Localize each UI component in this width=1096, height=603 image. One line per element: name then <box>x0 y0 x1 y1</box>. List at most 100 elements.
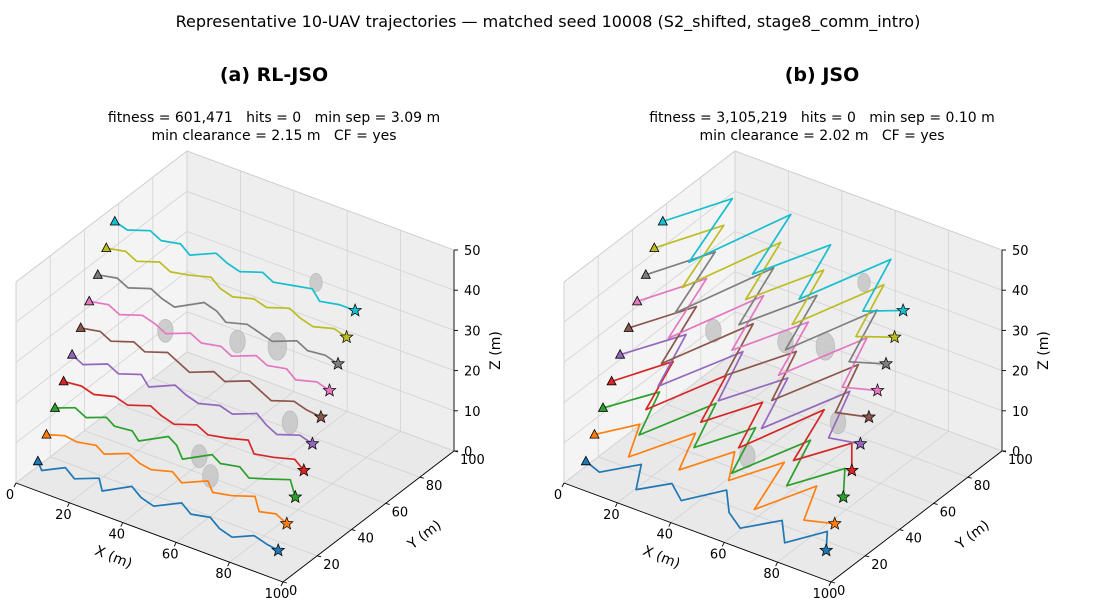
pane-floor <box>16 352 454 582</box>
panel-stats-line2: min clearance = 2.15 m CF = yes <box>151 128 397 144</box>
panel-title: (b) JSO <box>784 64 860 86</box>
trajectory-uav-2 <box>594 423 835 525</box>
pane-edge-top <box>563 150 1003 283</box>
y-axis-line <box>830 450 1003 583</box>
x-tick-label: 20 <box>55 508 72 523</box>
obstacle <box>202 464 219 488</box>
pane-floor <box>564 352 1002 582</box>
pane-edge-top <box>15 150 455 283</box>
start-marker-uav-2 <box>589 428 600 439</box>
obstacle <box>309 272 323 292</box>
x-tick-label: 40 <box>109 528 126 543</box>
x-tick <box>13 482 17 488</box>
goal-marker-uav-1 <box>271 542 286 557</box>
y-tick <box>967 476 972 479</box>
x-tick-label: 0 <box>554 488 562 503</box>
pane-edges <box>15 150 455 483</box>
pane-x0 <box>16 151 187 483</box>
trajectory-uav-9 <box>106 247 348 338</box>
panel-jso: 0 20 40 60 80 100 0 20 40 60 80 100 0 10 20 30 40 50 X (m)… <box>548 0 1096 603</box>
x-tick-label: 0 <box>6 488 14 503</box>
z-tick-label: 10 <box>1012 405 1029 420</box>
z-tick-label: 50 <box>464 244 481 259</box>
x-tick <box>227 561 231 567</box>
z-tick-label: 20 <box>464 365 481 380</box>
trajectory-uav-10 <box>662 197 904 312</box>
x-tick <box>66 502 70 508</box>
y-tick-label: 60 <box>940 505 957 520</box>
z-tick-label: 20 <box>1012 365 1029 380</box>
x-tick-label: 60 <box>710 547 727 562</box>
y-axis-label: Y (m) <box>952 517 992 553</box>
pane-edges <box>563 150 1003 483</box>
start-marker-uav-4 <box>606 375 617 386</box>
start-marker-uav-4 <box>58 375 69 386</box>
goal-marker-uav-4 <box>844 462 859 477</box>
start-marker-uav-7 <box>84 295 95 306</box>
grid-line-z <box>563 190 1003 323</box>
start-marker-uav-9 <box>649 242 660 253</box>
y-tick <box>351 529 356 532</box>
y-tick-label: 100 <box>460 453 485 468</box>
goal-marker-uav-9 <box>339 329 354 344</box>
z-tick-label: 40 <box>1012 284 1029 299</box>
start-marker-uav-9 <box>101 242 112 253</box>
y-tick-label: 80 <box>426 479 443 494</box>
z-tick-label: 0 <box>464 445 472 460</box>
y-tick-label: 80 <box>974 479 991 494</box>
obstacle <box>705 318 722 343</box>
start-marker-uav-10 <box>657 215 668 226</box>
goal-marker-uav-2 <box>827 516 842 530</box>
x-tick-label: 40 <box>657 528 674 543</box>
start-marker-uav-1 <box>580 455 592 466</box>
trajectory-uav-1 <box>585 460 829 551</box>
x-axis-label: X (m) <box>641 543 683 572</box>
goal-marker-uav-8 <box>330 356 346 370</box>
goal-marker-uav-9 <box>887 329 902 344</box>
x-tick <box>775 561 779 567</box>
x-tick <box>828 581 832 587</box>
x-tick-label: 100 <box>813 587 838 602</box>
z-axis-label: Z (m) <box>1036 331 1052 370</box>
goal-marker-uav-5 <box>853 436 868 450</box>
x-tick <box>561 482 565 488</box>
z-tick-label: 40 <box>464 284 481 299</box>
start-marker-uav-3 <box>49 402 61 412</box>
z-tick-label: 10 <box>464 405 481 420</box>
obstacle <box>829 410 847 435</box>
trajectory-uav-8 <box>97 273 339 365</box>
obstacle <box>157 318 174 343</box>
z-axis-label: Z (m) <box>488 331 504 370</box>
y-tick-label: 100 <box>1008 453 1033 468</box>
x-tick-label: 100 <box>265 587 290 602</box>
trajectory-uav-1 <box>37 460 279 552</box>
panel-stats-line1: fitness = 3,105,219 hits = 0 min sep = 0… <box>649 110 995 126</box>
start-marker-uav-6 <box>623 322 634 332</box>
axis-lines <box>563 250 1003 583</box>
x-tick-label: 20 <box>603 508 620 523</box>
x-tick-label: 80 <box>215 567 232 582</box>
z-tick-label: 30 <box>1012 324 1029 339</box>
x-tick-label: 60 <box>162 547 179 562</box>
y-tick-label: 40 <box>357 532 374 547</box>
start-marker-uav-3 <box>597 402 609 412</box>
x-tick-label: 80 <box>763 567 780 582</box>
x-tick <box>721 542 725 547</box>
start-marker-uav-2 <box>41 428 52 439</box>
trajectory-uav-4 <box>611 360 853 471</box>
goal-marker-uav-3 <box>288 489 303 504</box>
start-marker-uav-8 <box>640 268 651 279</box>
y-tick <box>899 529 904 532</box>
y-tick-label: 40 <box>905 532 922 547</box>
start-marker-uav-8 <box>92 268 103 279</box>
y-tick-label: 60 <box>392 505 409 520</box>
grid-line-z <box>15 271 455 403</box>
start-marker-uav-1 <box>32 455 44 466</box>
axis-lines <box>15 250 455 583</box>
panel-title: (a) RL-JSO <box>219 64 329 86</box>
y-tick <box>385 502 390 505</box>
x-axis-line <box>563 482 832 583</box>
goal-marker-uav-5 <box>305 436 320 450</box>
